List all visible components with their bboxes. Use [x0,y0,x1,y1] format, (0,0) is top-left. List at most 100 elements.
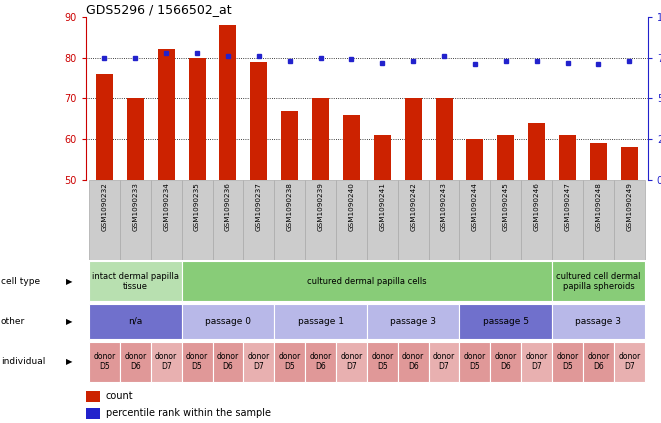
Text: GSM1090248: GSM1090248 [596,182,602,231]
Bar [459,342,490,382]
Bar [305,342,336,382]
Bar [86,408,100,419]
Text: ▶: ▶ [66,277,73,286]
Text: intact dermal papilla
tissue: intact dermal papilla tissue [92,272,179,291]
Text: donor
D5: donor D5 [557,352,578,371]
Bar [182,180,212,260]
Text: passage 3: passage 3 [390,317,436,326]
Bar [212,342,243,382]
Bar [428,180,459,260]
Bar [559,135,576,180]
Bar [182,342,212,382]
Text: GSM1090242: GSM1090242 [410,182,416,231]
Text: passage 3: passage 3 [575,317,621,326]
Bar [428,342,459,382]
Text: count: count [106,391,134,401]
Text: GSM1090236: GSM1090236 [225,182,231,231]
Bar [343,115,360,180]
Bar [367,180,398,260]
Text: cultured cell dermal
papilla spheroids: cultured cell dermal papilla spheroids [556,272,641,291]
Bar [243,180,274,260]
Bar [96,74,113,180]
Text: donor
D5: donor D5 [371,352,393,371]
Bar [367,304,459,339]
Bar [274,304,367,339]
Text: GSM1090238: GSM1090238 [287,182,293,231]
Bar [89,342,120,382]
Bar [621,147,638,180]
Bar [522,342,552,382]
Text: donor
D6: donor D6 [587,352,609,371]
Text: percentile rank within the sample: percentile rank within the sample [106,409,270,418]
Text: individual: individual [1,357,45,366]
Bar [552,304,644,339]
Bar [497,135,514,180]
Text: passage 0: passage 0 [205,317,251,326]
Bar [212,180,243,260]
Text: GDS5296 / 1566502_at: GDS5296 / 1566502_at [86,3,231,16]
Bar [158,49,175,180]
Text: ▶: ▶ [66,357,73,366]
Text: donor
D5: donor D5 [186,352,208,371]
Text: GSM1090237: GSM1090237 [256,182,262,231]
Bar [522,180,552,260]
Text: GSM1090246: GSM1090246 [533,182,539,231]
Text: GSM1090235: GSM1090235 [194,182,200,231]
Bar [490,342,522,382]
Bar [614,180,644,260]
Bar [552,261,644,301]
Bar [120,180,151,260]
Text: donor
D6: donor D6 [494,352,517,371]
Text: donor
D7: donor D7 [433,352,455,371]
Bar [151,342,182,382]
Bar [583,180,614,260]
Text: donor
D6: donor D6 [124,352,147,371]
Bar [552,342,583,382]
Bar [405,99,422,180]
Bar [182,304,274,339]
Bar [151,180,182,260]
Bar [336,180,367,260]
Text: GSM1090249: GSM1090249 [626,182,633,231]
Text: other: other [1,317,25,326]
Text: donor
D7: donor D7 [248,352,270,371]
Text: cell type: cell type [1,277,40,286]
Bar [398,180,428,260]
Text: passage 5: passage 5 [483,317,529,326]
Bar [312,99,329,180]
Text: GSM1090244: GSM1090244 [472,182,478,231]
Text: cultured dermal papilla cells: cultured dermal papilla cells [307,277,426,286]
Bar [182,261,552,301]
Text: donor
D6: donor D6 [309,352,332,371]
Bar [127,99,144,180]
Text: GSM1090234: GSM1090234 [163,182,169,231]
Bar [251,62,267,180]
Text: GSM1090241: GSM1090241 [379,182,385,231]
Bar [89,180,120,260]
Bar [274,180,305,260]
Text: GSM1090240: GSM1090240 [348,182,354,231]
Bar [583,342,614,382]
Text: passage 1: passage 1 [297,317,344,326]
Text: donor
D6: donor D6 [217,352,239,371]
Bar [552,180,583,260]
Bar [89,304,182,339]
Bar [281,110,298,180]
Bar [590,143,607,180]
Bar [374,135,391,180]
Bar [459,180,490,260]
Bar [614,342,644,382]
Text: GSM1090245: GSM1090245 [503,182,509,231]
Bar [467,139,483,180]
Bar [219,25,237,180]
Bar [305,180,336,260]
Text: donor
D7: donor D7 [618,352,641,371]
Text: donor
D5: donor D5 [93,352,116,371]
Text: donor
D7: donor D7 [525,352,548,371]
Bar [89,261,182,301]
Bar [274,342,305,382]
Bar [86,391,100,402]
Bar [188,58,206,180]
Text: donor
D6: donor D6 [402,352,424,371]
Text: donor
D7: donor D7 [155,352,177,371]
